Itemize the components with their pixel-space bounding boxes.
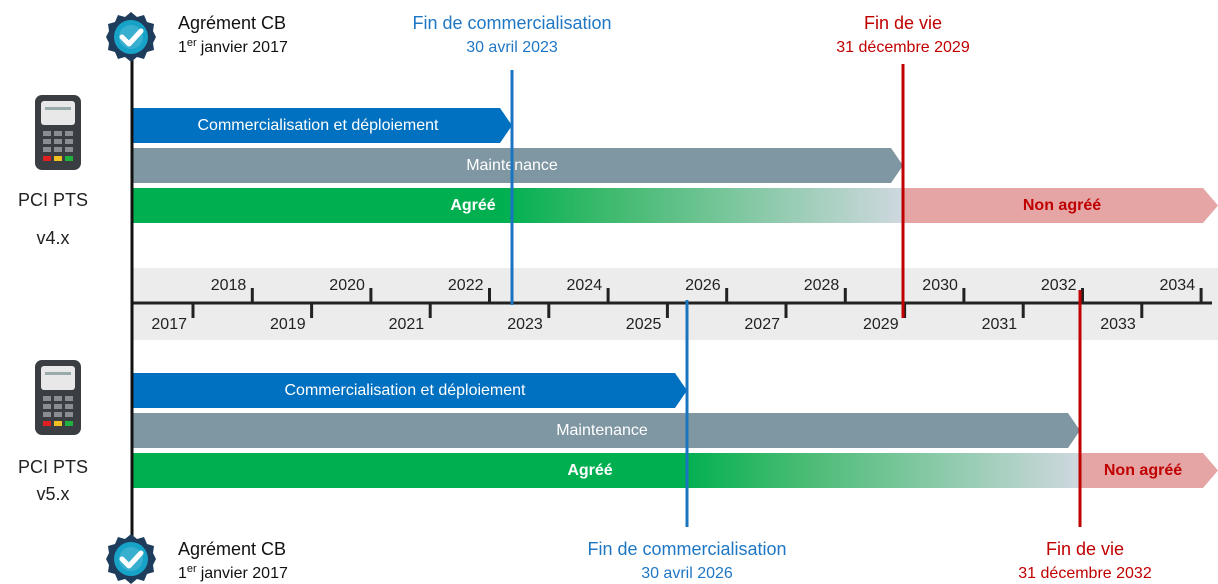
milestone-title: Fin de vie	[1046, 539, 1124, 559]
milestone-date: 31 décembre 2032	[1018, 565, 1152, 582]
bar-label: Non agréé	[1104, 462, 1182, 479]
product-version: v4.x	[36, 228, 69, 248]
date-day: 1	[178, 39, 187, 56]
year-label: 2028	[804, 277, 840, 294]
date-rest: janvier 2017	[200, 39, 288, 56]
date-suffix: er	[187, 563, 197, 575]
year-label: 2024	[567, 277, 603, 294]
badge-icon	[106, 534, 156, 584]
year-label: 2022	[448, 277, 484, 294]
milestone-title: Agrément CB	[178, 539, 286, 559]
page: 2017 2018 2019 2020 2021 2022 2023 2024 2025 2026…	[0, 0, 1218, 584]
year-label: 2019	[270, 316, 306, 333]
milestone-title: Fin de vie	[864, 13, 942, 33]
milestone-title: Fin de commercialisation	[587, 539, 786, 559]
year-label: 2021	[389, 316, 425, 333]
product-name: PCI PTS	[18, 190, 88, 210]
year-label: 2034	[1160, 277, 1196, 294]
year-label: 2020	[329, 277, 365, 294]
date-rest: janvier 2017	[200, 565, 288, 582]
year-label: 2023	[507, 316, 543, 333]
timeline: 2017 2018 2019 2020 2021 2022 2023 2024 2025 2026…	[0, 0, 1218, 584]
terminal-icon	[35, 95, 81, 170]
bar-label: Commercialisation et déploiement	[198, 117, 440, 134]
bar-label: Maintenance	[556, 422, 648, 439]
year-label: 2033	[1100, 316, 1136, 333]
bar-label: Non agréé	[1023, 197, 1101, 214]
bar-label: Commercialisation et déploiement	[285, 382, 527, 399]
milestone-date: 30 avril 2026	[641, 565, 733, 582]
agree-bar	[132, 188, 903, 223]
year-label: 2017	[151, 316, 187, 333]
milestone-date: 30 avril 2023	[466, 39, 558, 56]
milestone-date: 31 décembre 2029	[836, 39, 970, 56]
product-version: v5.x	[36, 484, 69, 504]
year-label: 2018	[211, 277, 247, 294]
year-label: 2032	[1041, 277, 1077, 294]
bar-label: Agréé	[567, 462, 612, 479]
date-suffix: er	[187, 37, 197, 49]
year-label: 2026	[685, 277, 721, 294]
year-label: 2030	[922, 277, 958, 294]
year-label: 2031	[982, 316, 1018, 333]
date-day: 1	[178, 565, 187, 582]
product-name: PCI PTS	[18, 457, 88, 477]
milestone-title: Fin de commercialisation	[412, 13, 611, 33]
year-label: 2025	[626, 316, 662, 333]
terminal-icon	[35, 360, 81, 435]
milestone-title: Agrément CB	[178, 13, 286, 33]
year-label: 2027	[744, 316, 780, 333]
year-label: 2029	[863, 316, 899, 333]
bar-label: Agréé	[450, 197, 495, 214]
badge-icon	[106, 12, 156, 62]
